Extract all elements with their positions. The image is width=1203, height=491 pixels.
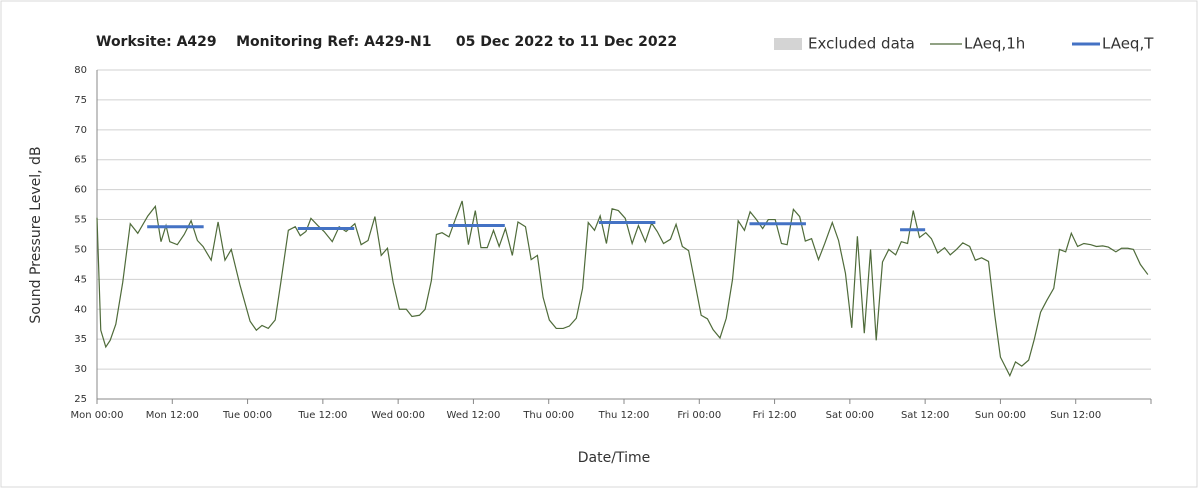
y-tick-label: 50 — [74, 244, 87, 255]
y-tick-label: 80 — [74, 65, 87, 76]
x-tick-label: Thu 12:00 — [598, 410, 650, 421]
y-tick-label: 55 — [74, 215, 87, 226]
y-tick-label: 60 — [74, 185, 87, 196]
x-tick-label: Mon 12:00 — [146, 410, 199, 421]
x-tick-label: Tue 12:00 — [297, 410, 347, 421]
x-tick-label: Mon 00:00 — [70, 410, 123, 421]
x-tick-label: Thu 00:00 — [522, 410, 574, 421]
y-tick-label: 65 — [74, 155, 87, 166]
x-tick-label: Sun 12:00 — [1050, 410, 1101, 421]
y-tick-label: 45 — [74, 274, 87, 285]
y-tick-label: 30 — [74, 364, 87, 375]
y-tick-label: 40 — [74, 304, 87, 315]
y-tick-label: 70 — [74, 125, 87, 136]
x-tick-label: Wed 12:00 — [447, 410, 501, 421]
chart-title: Worksite: A429 Monitoring Ref: A429-N1 0… — [96, 34, 677, 50]
x-tick-label: Fri 12:00 — [753, 410, 797, 421]
x-tick-label: Tue 00:00 — [222, 410, 272, 421]
x-tick-label: Sat 00:00 — [826, 410, 874, 421]
series-line — [96, 200, 1149, 378]
y-tick-label: 35 — [74, 334, 87, 345]
x-tick-label: Fri 00:00 — [677, 410, 721, 421]
x-tick-label: Wed 00:00 — [371, 410, 425, 421]
y-axis-label: Sound Pressure Level, dB — [28, 146, 44, 323]
legend-label: LAeq,T — [1102, 35, 1154, 53]
legend-label: LAeq,1h — [964, 35, 1025, 53]
y-tick-label: 25 — [74, 394, 87, 405]
legend-swatch — [774, 38, 802, 50]
x-tick-label: Sun 00:00 — [975, 410, 1026, 421]
x-axis-label: Date/Time — [578, 450, 650, 466]
x-tick-label: Sat 12:00 — [901, 410, 949, 421]
legend-label: Excluded data — [808, 35, 915, 53]
y-tick-label: 75 — [74, 95, 87, 106]
